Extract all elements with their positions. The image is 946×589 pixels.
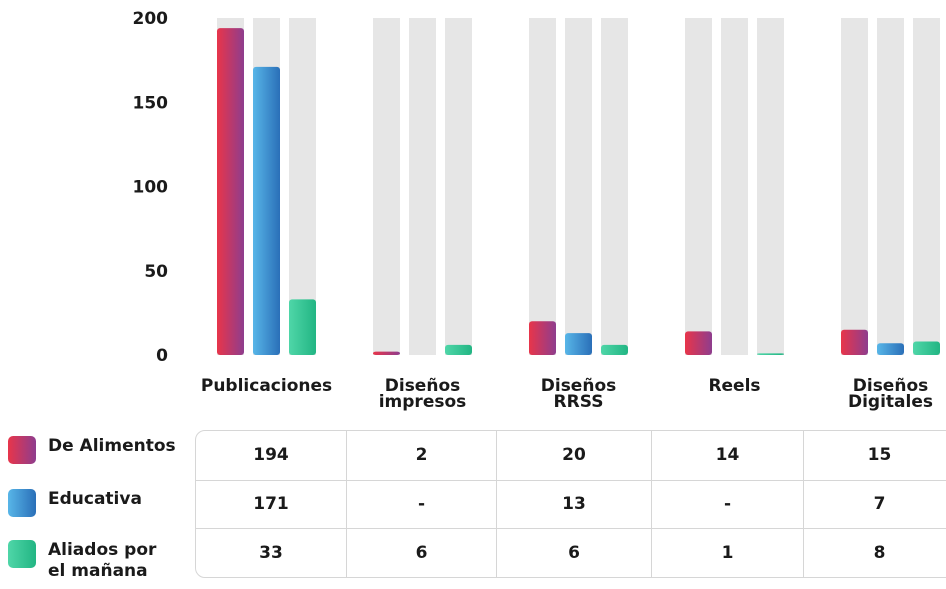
y-tick-label: 100 bbox=[133, 178, 169, 198]
legend-swatch bbox=[8, 489, 36, 517]
bar bbox=[877, 343, 904, 355]
bar-track bbox=[601, 18, 628, 355]
table-cell: - bbox=[346, 480, 496, 529]
bar-track bbox=[721, 18, 748, 355]
bar bbox=[217, 28, 244, 356]
bar-track bbox=[685, 18, 712, 355]
y-tick-label: 50 bbox=[144, 262, 168, 282]
bar-track bbox=[289, 18, 316, 355]
bar-track bbox=[565, 18, 592, 355]
bar-chart: 0 50 100 150 200 Publicaciones Diseños impreso… bbox=[133, 9, 940, 412]
y-tick-label: 0 bbox=[156, 346, 168, 366]
table-cell: 2 bbox=[346, 431, 496, 480]
table-cell: 7 bbox=[803, 480, 946, 529]
data-table: 194 2 20 14 15 171 - 13 - 7 33 6 6 1 8 bbox=[195, 430, 946, 578]
table-cell: 14 bbox=[651, 431, 803, 480]
table-cell: 20 bbox=[496, 431, 651, 480]
x-tick-label: Diseños RRSS bbox=[541, 376, 617, 412]
table-cell: - bbox=[651, 480, 803, 529]
table-row: 194 2 20 14 15 bbox=[196, 431, 946, 480]
table-cell: 171 bbox=[253, 494, 289, 515]
bar bbox=[445, 344, 472, 355]
table-cell: 194 bbox=[253, 445, 289, 466]
x-tick-label: Reels bbox=[708, 376, 760, 396]
y-axis-ticks: 0 50 100 150 200 bbox=[133, 9, 169, 366]
bar bbox=[685, 331, 712, 355]
legend-item-aliados: Aliados por el mañana bbox=[8, 540, 156, 582]
bar-track bbox=[913, 18, 940, 355]
bars-layer bbox=[217, 28, 940, 356]
bar-track bbox=[409, 18, 436, 355]
bar bbox=[757, 353, 784, 355]
legend-label: Educativa bbox=[48, 489, 142, 509]
bar bbox=[373, 351, 400, 355]
table-row: 171 - 13 - 7 bbox=[196, 479, 946, 529]
bar bbox=[913, 341, 940, 355]
bar-track bbox=[445, 18, 472, 355]
bar bbox=[253, 66, 280, 356]
legend-swatch bbox=[8, 436, 36, 464]
table-cell: 6 bbox=[496, 529, 651, 577]
y-tick-label: 150 bbox=[133, 93, 169, 113]
legend-label: De Alimentos bbox=[48, 436, 176, 456]
x-tick-label: Diseños impresos bbox=[379, 376, 467, 412]
bar-track bbox=[757, 18, 784, 355]
bar bbox=[565, 333, 592, 355]
x-axis-labels: Publicaciones Diseños impresos Diseños RRSS R… bbox=[201, 376, 933, 412]
table-cell: 6 bbox=[346, 529, 496, 577]
table-cell: 13 bbox=[496, 480, 651, 529]
legend: De Alimentos Educativa Aliados por el ma… bbox=[8, 434, 193, 584]
bar bbox=[529, 321, 556, 355]
background-tracks bbox=[217, 18, 940, 355]
bar-track bbox=[529, 18, 556, 355]
bar bbox=[601, 344, 628, 355]
legend-label: Aliados por el mañana bbox=[48, 540, 157, 581]
bar-track bbox=[877, 18, 904, 355]
table-cell: 33 bbox=[259, 543, 283, 564]
x-tick-label: Publicaciones bbox=[201, 376, 332, 396]
bar-track bbox=[373, 18, 400, 355]
bar bbox=[289, 299, 316, 355]
table-row: 33 6 6 1 8 bbox=[196, 528, 946, 577]
x-tick-label: Diseños Digitales bbox=[848, 376, 933, 412]
table-cell: 8 bbox=[803, 529, 946, 577]
table-cell: 15 bbox=[803, 431, 946, 480]
legend-item-educativa: Educativa bbox=[8, 489, 142, 517]
bar bbox=[841, 329, 868, 355]
legend-item-de-alimentos: De Alimentos bbox=[8, 436, 176, 464]
bar-track bbox=[841, 18, 868, 355]
table-cell: 1 bbox=[651, 529, 803, 577]
legend-swatch bbox=[8, 540, 36, 568]
y-tick-label: 200 bbox=[133, 9, 169, 29]
